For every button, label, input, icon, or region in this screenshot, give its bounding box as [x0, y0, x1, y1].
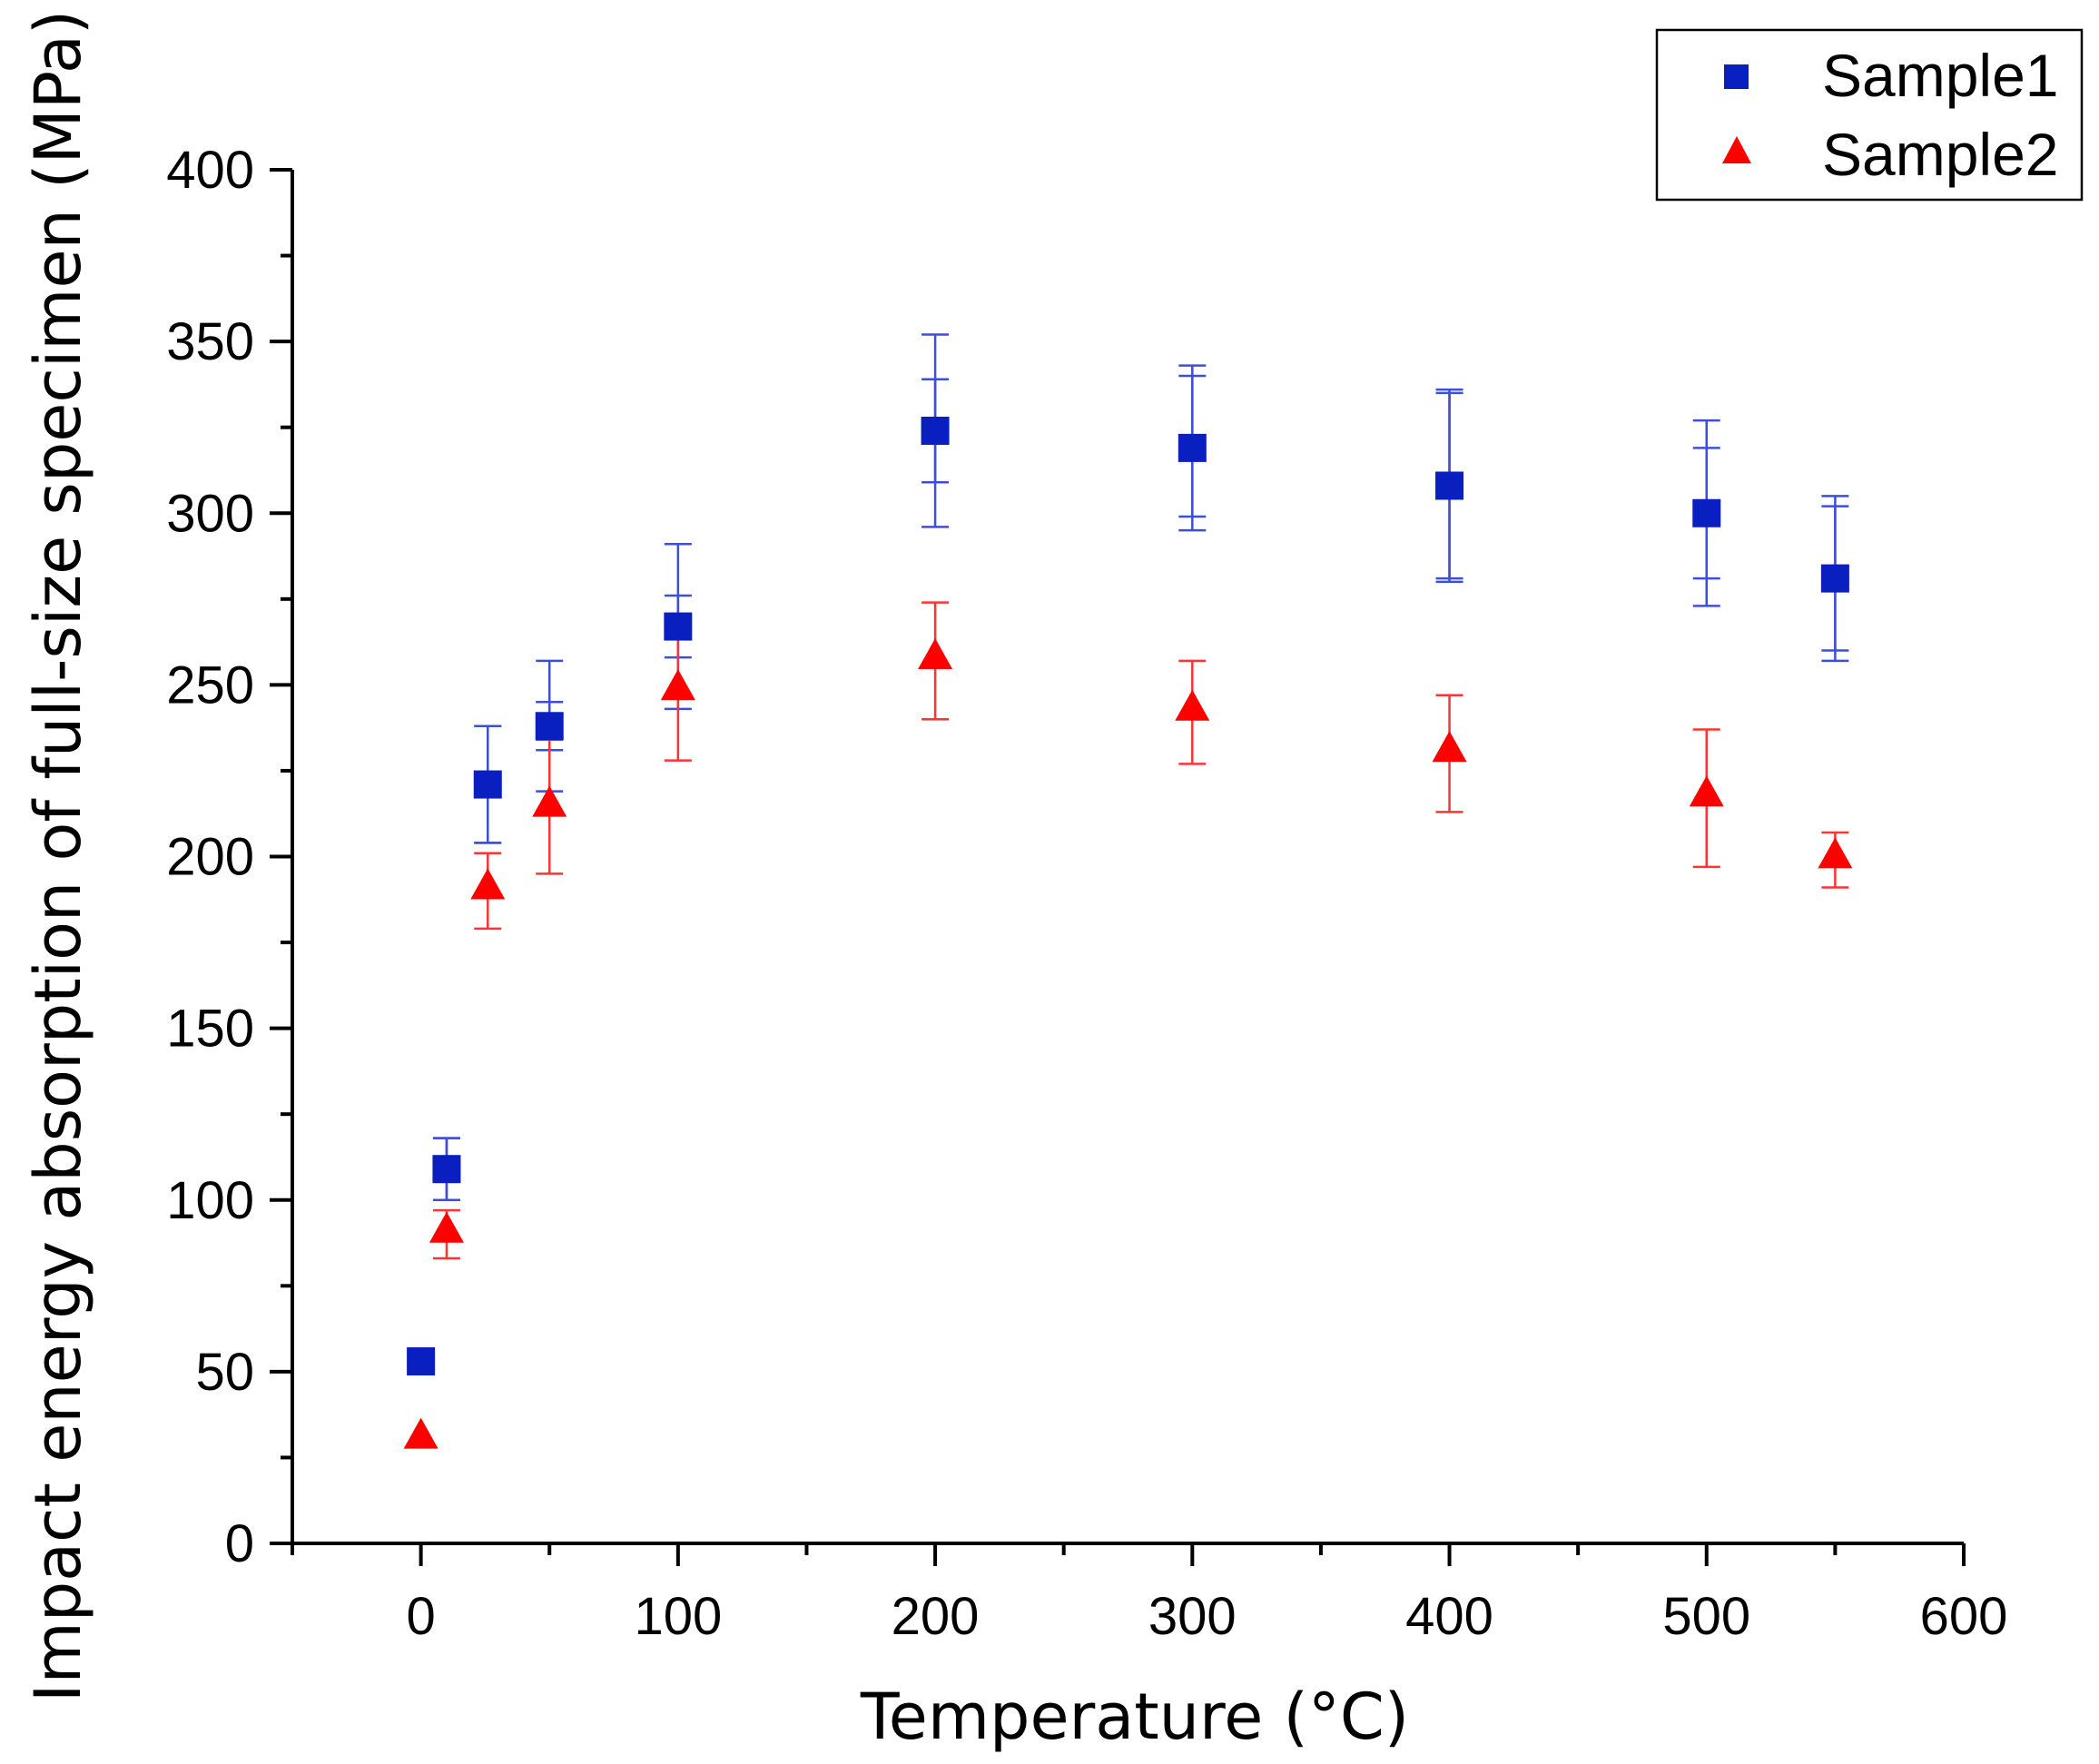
y-axis-title: Impact energy absorption of full-size sp…: [21, 10, 95, 1702]
error-bars: [432, 333, 1849, 1260]
sample1-point: [1692, 498, 1721, 527]
y-tick-label: 350: [166, 312, 254, 371]
sample2-point: [1689, 775, 1724, 807]
sample2-point: [660, 669, 695, 701]
y-tick-label: 0: [225, 1514, 254, 1573]
sample2-point: [918, 638, 953, 670]
x-ticks: 0 100 200 300 400 500 600: [291, 1543, 2008, 1646]
x-tick-label: 100: [634, 1587, 722, 1646]
sample1-point: [473, 770, 502, 799]
sample2-point: [1432, 731, 1467, 763]
x-tick-label: 500: [1662, 1587, 1750, 1646]
sample2-point: [1175, 689, 1210, 721]
legend: Sample1 Sample2: [1655, 28, 2084, 202]
x-tick-label: 400: [1405, 1587, 1493, 1646]
legend-label-sample2: Sample2: [1822, 121, 2059, 188]
y-tick-label: 400: [166, 141, 254, 200]
sample2-point: [1818, 837, 1853, 869]
y-tick-label: 200: [166, 828, 254, 887]
y-tick-label: 300: [166, 484, 254, 543]
x-axis-title: Temperature (°C): [860, 1680, 1409, 1754]
y-ticks: 0 50 100 150 200 250 300 350 400: [166, 141, 292, 1573]
y-tick-label: 150: [166, 1000, 254, 1059]
x-tick-label: 600: [1920, 1587, 2008, 1646]
sample1-point: [407, 1347, 436, 1376]
sample1-point: [664, 612, 693, 641]
sample2-point: [470, 868, 506, 900]
legend-box: [1655, 28, 2084, 202]
markers: [403, 416, 1853, 1449]
sample1-point: [535, 712, 564, 741]
x-tick-label: 200: [892, 1587, 980, 1646]
sample2-point: [532, 785, 567, 817]
y-tick-label: 50: [195, 1343, 254, 1402]
sample1-point: [432, 1155, 461, 1184]
y-tick-label: 250: [166, 655, 254, 714]
legend-marker-sample1: [1724, 64, 1749, 89]
sample1-point: [1178, 433, 1207, 462]
y-tick-label: 100: [166, 1171, 254, 1230]
sample1-point: [921, 416, 950, 445]
x-tick-label: 0: [406, 1587, 435, 1646]
legend-marker-sample2: [1722, 136, 1751, 163]
sample1-point: [1820, 564, 1849, 593]
axes: [291, 170, 1964, 1545]
x-tick-label: 300: [1148, 1587, 1237, 1646]
legend-label-sample1: Sample1: [1822, 42, 2059, 109]
sample2-point: [403, 1417, 439, 1449]
sample1-point: [1435, 471, 1464, 500]
sample2-point: [429, 1211, 464, 1243]
